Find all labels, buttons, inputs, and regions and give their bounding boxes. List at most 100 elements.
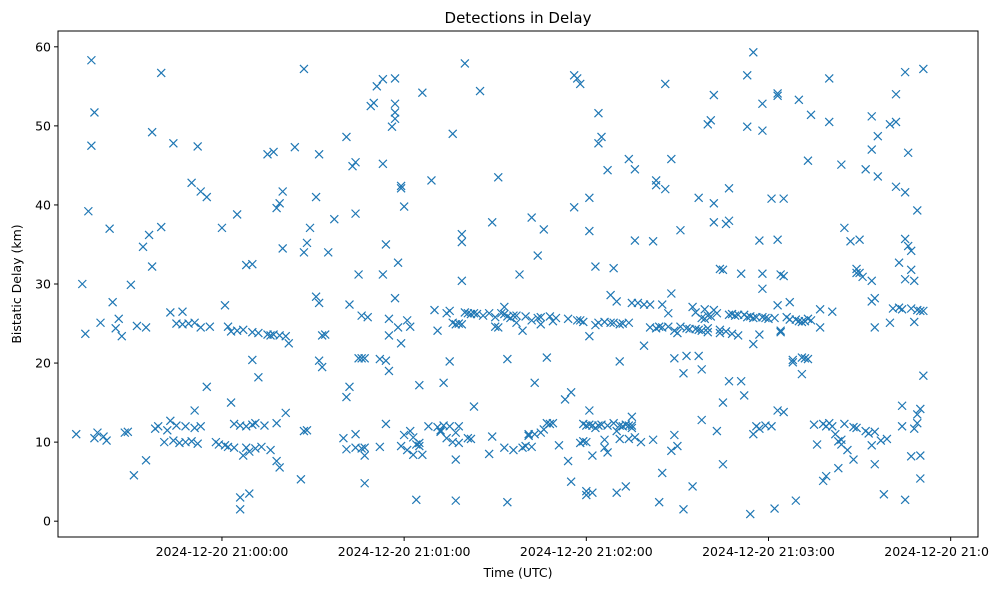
data-point — [484, 308, 494, 318]
data-point — [360, 353, 370, 363]
data-point — [493, 323, 503, 332]
data-point — [757, 99, 767, 109]
data-point — [633, 298, 643, 308]
data-point — [414, 438, 424, 448]
data-point — [490, 312, 500, 322]
data-point — [159, 437, 169, 447]
data-point — [897, 304, 907, 314]
data-point — [253, 372, 263, 382]
data-point — [342, 132, 351, 142]
y-tick-label: 30 — [35, 277, 51, 292]
data-point — [460, 58, 470, 68]
data-point — [803, 156, 813, 166]
data-point — [196, 323, 206, 332]
data-point — [694, 325, 704, 335]
data-point — [314, 149, 324, 159]
data-point — [843, 445, 852, 455]
data-point — [515, 270, 524, 279]
data-point — [733, 330, 743, 340]
data-point — [885, 318, 895, 328]
x-tick-label: 2024-12-20 21:01:00 — [338, 544, 471, 559]
data-point — [542, 353, 552, 362]
data-point — [873, 172, 883, 181]
data-point — [584, 420, 594, 430]
data-point — [706, 115, 716, 125]
data-point — [457, 229, 467, 239]
data-point — [345, 300, 354, 309]
data-point — [846, 236, 855, 246]
data-point — [272, 203, 282, 213]
data-point — [712, 426, 722, 436]
data-point — [900, 234, 910, 244]
data-point — [773, 300, 783, 310]
data-point — [709, 217, 719, 227]
data-point — [757, 126, 767, 136]
data-point — [290, 142, 300, 152]
data-point — [396, 183, 406, 193]
data-point — [867, 145, 877, 155]
data-point — [624, 318, 634, 328]
data-point — [247, 355, 257, 365]
data-point — [190, 406, 200, 415]
data-point — [275, 463, 285, 472]
data-point — [891, 182, 901, 192]
data-point — [235, 493, 245, 502]
data-point — [114, 314, 124, 324]
data-point — [621, 481, 631, 491]
data-point — [223, 322, 233, 332]
data-point — [672, 441, 682, 451]
data-point — [551, 313, 561, 323]
data-point — [165, 308, 175, 317]
data-point — [812, 440, 822, 449]
data-point — [563, 314, 573, 324]
data-point — [779, 271, 789, 281]
y-tick-label: 50 — [35, 118, 51, 133]
data-point — [776, 327, 786, 337]
data-point — [117, 331, 127, 341]
data-point — [776, 326, 786, 336]
data-point — [718, 459, 728, 469]
y-axis-label: Bistatic Delay (km) — [9, 224, 24, 343]
data-point — [123, 427, 133, 437]
data-point — [260, 421, 269, 430]
data-point — [682, 351, 691, 361]
data-point — [478, 311, 488, 321]
data-point — [378, 159, 388, 169]
data-point — [281, 331, 291, 341]
data-point — [202, 192, 212, 202]
data-point — [417, 450, 427, 460]
data-point — [903, 148, 913, 158]
data-point — [357, 444, 367, 453]
data-point — [96, 318, 105, 328]
data-point — [272, 456, 282, 466]
data-point — [803, 354, 813, 364]
data-point — [451, 496, 461, 506]
data-point — [357, 353, 367, 363]
data-point — [597, 132, 606, 142]
data-point — [554, 440, 564, 450]
y-tick-label: 60 — [35, 39, 51, 54]
data-point — [390, 108, 400, 117]
data-point — [600, 435, 609, 445]
data-point — [712, 308, 722, 318]
data-point — [858, 272, 868, 282]
data-point — [761, 313, 770, 323]
y-tick-label: 20 — [35, 356, 51, 371]
data-point — [694, 193, 704, 203]
data-point — [867, 440, 877, 450]
data-point — [512, 311, 521, 321]
data-point — [757, 269, 767, 279]
data-point — [196, 421, 206, 431]
data-point — [521, 311, 531, 321]
data-point — [627, 412, 637, 422]
data-point — [299, 64, 309, 74]
data-point — [791, 496, 801, 506]
data-point — [566, 477, 576, 487]
data-point — [609, 418, 619, 428]
data-point — [915, 474, 925, 483]
data-point — [414, 441, 424, 451]
data-point — [357, 311, 367, 321]
data-point — [897, 401, 907, 411]
data-point — [770, 313, 779, 323]
